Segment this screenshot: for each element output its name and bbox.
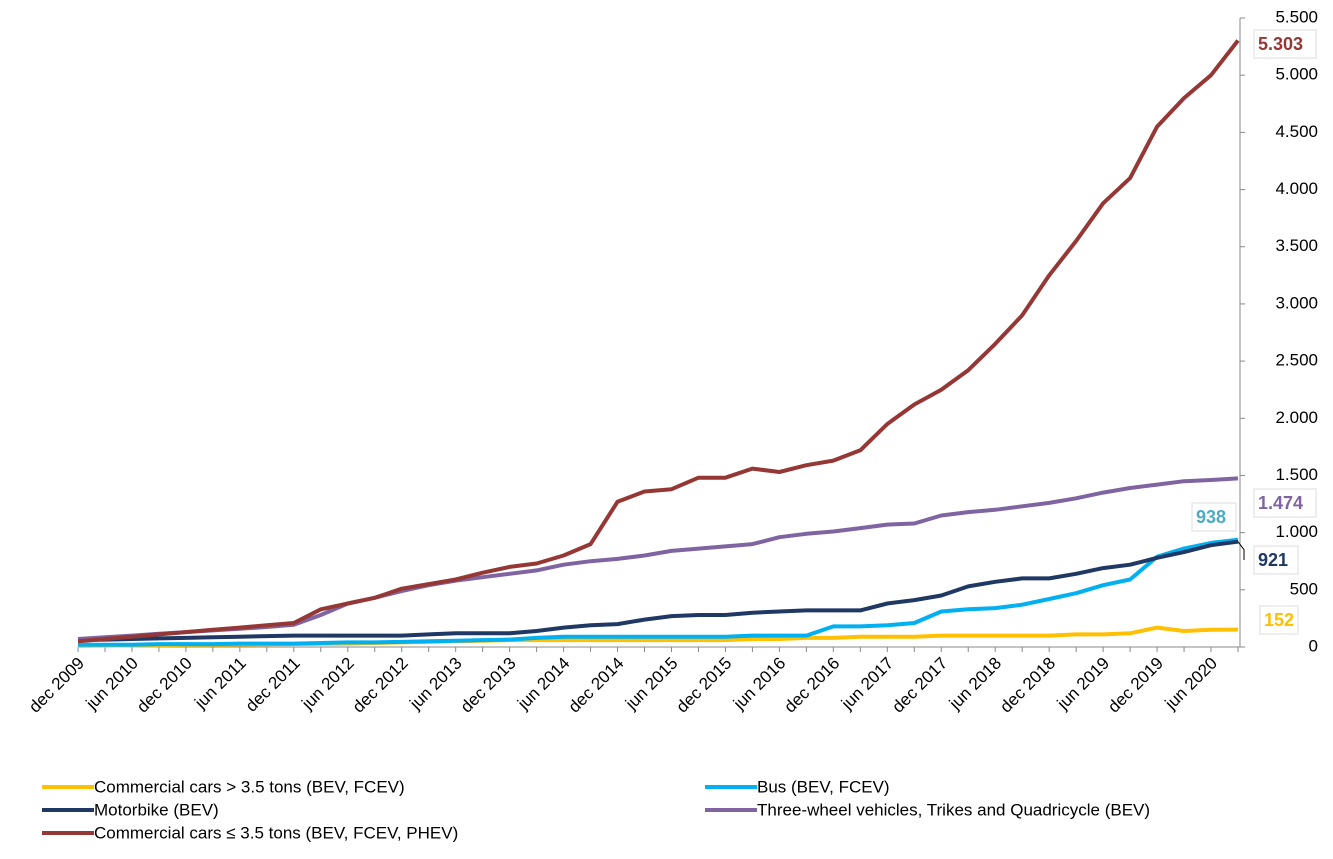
- x-tick-label: dec 2010: [133, 654, 196, 717]
- x-tick-label: dec 2009: [25, 654, 88, 717]
- value-label-box: [1253, 29, 1317, 59]
- x-tick-label: dec 2013: [457, 654, 520, 717]
- y-tick-label: 3.500: [1275, 236, 1318, 255]
- x-tick-label: dec 2018: [996, 654, 1059, 717]
- x-tick-label: jun 2020: [1161, 654, 1221, 714]
- x-tick-label: jun 2019: [1053, 654, 1113, 714]
- legend-label: Three-wheel vehicles, Trikes and Quadric…: [757, 800, 1150, 819]
- x-tick-label: dec 2014: [565, 654, 628, 717]
- label-leader: [1237, 541, 1245, 560]
- value-label-box: [1253, 488, 1317, 518]
- series-line: [77, 539, 1239, 643]
- x-tick-label: dec 2012: [349, 654, 412, 717]
- y-tick-label: 2.000: [1275, 408, 1318, 427]
- x-tick-label: jun 2015: [621, 654, 681, 714]
- series-line: [77, 39, 1240, 644]
- y-tick-label: 1.000: [1275, 522, 1318, 541]
- x-tick-label: dec 2016: [780, 654, 843, 717]
- x-tick-label: jun 2011: [190, 654, 249, 713]
- x-tick-label: jun 2018: [945, 654, 1005, 714]
- y-tick-label: 5.500: [1275, 7, 1318, 26]
- x-tick-label: dec 2017: [888, 654, 951, 717]
- x-tick-label: jun 2013: [405, 654, 465, 714]
- legend-label: Motorbike (BEV): [94, 800, 219, 819]
- y-tick-label: 3.000: [1275, 293, 1318, 312]
- value-label-box: [1191, 502, 1237, 532]
- x-tick-label: jun 2012: [297, 654, 357, 714]
- x-tick-label: jun 2017: [837, 654, 897, 714]
- y-tick-label: 500: [1290, 579, 1318, 598]
- value-label: 938: [1196, 507, 1226, 527]
- legend-label: Bus (BEV, FCEV): [757, 777, 890, 796]
- y-tick-label: 2.500: [1275, 351, 1318, 370]
- legend-label: Commercial cars > 3.5 tons (BEV, FCEV): [94, 777, 405, 796]
- y-tick-label: 1.500: [1275, 465, 1318, 484]
- y-tick-label: 5.000: [1275, 65, 1318, 84]
- x-tick-label: jun 2014: [513, 654, 573, 714]
- x-tick-label: jun 2010: [82, 654, 142, 714]
- x-tick-label: dec 2015: [673, 654, 736, 717]
- x-tick-label: dec 2011: [242, 654, 304, 716]
- series-line: [77, 476, 1239, 641]
- y-tick-label: 4.500: [1275, 122, 1318, 141]
- value-label: 1.474: [1258, 493, 1303, 513]
- legend-label: Commercial cars ≤ 3.5 tons (BEV, FCEV, P…: [94, 823, 458, 842]
- x-tick-label: jun 2016: [729, 654, 789, 714]
- x-tick-label: dec 2019: [1104, 654, 1167, 717]
- series-line: [78, 537, 1239, 647]
- y-tick-label: 4.000: [1275, 179, 1318, 198]
- value-label-box: [1259, 605, 1299, 635]
- y-tick-label: 0: [1309, 636, 1318, 655]
- value-label-box: [1253, 545, 1299, 575]
- value-label: 152: [1264, 610, 1294, 630]
- value-label: 921: [1258, 550, 1288, 570]
- value-label: 5.303: [1258, 34, 1303, 54]
